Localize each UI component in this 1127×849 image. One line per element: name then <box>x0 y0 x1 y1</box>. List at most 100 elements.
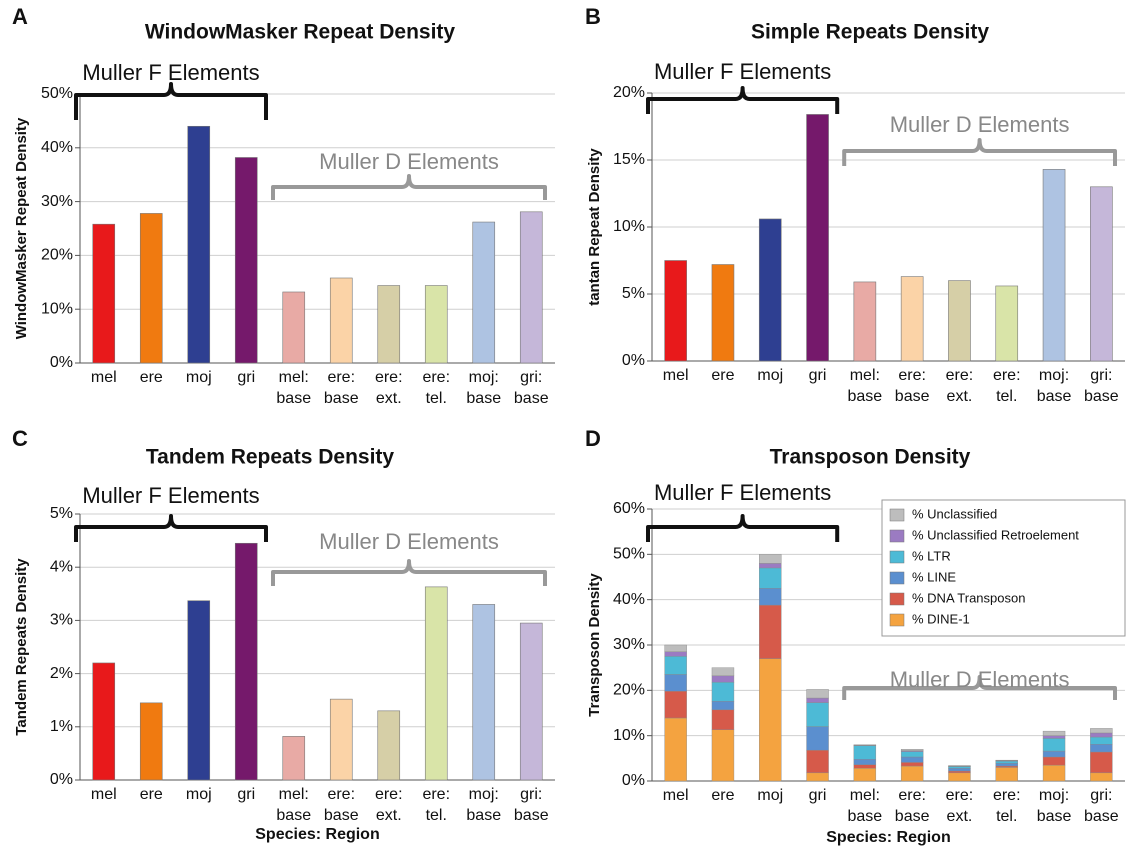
x-tick-label: ere: <box>375 786 403 803</box>
x-tick-label: gri <box>237 786 255 803</box>
bar-segment <box>900 749 924 751</box>
y-tick-label: 50% <box>41 85 73 102</box>
panel: B Simple Repeats Density tantan Repeat Den… <box>585 4 1125 405</box>
panel: A WindowMasker Repeat Density WindowMasker… <box>12 4 555 407</box>
x-tick-label: mel <box>91 786 117 803</box>
legend-swatch <box>889 571 905 585</box>
bar <box>282 736 306 781</box>
bar-segment <box>1090 732 1113 738</box>
bar-segment <box>995 763 1018 767</box>
panel-letter: A <box>12 4 28 29</box>
x-tick-label: base <box>1084 808 1119 825</box>
y-tick-label: 2% <box>50 665 73 682</box>
bar-segment <box>1090 751 1113 774</box>
x-tick-label: base <box>1037 388 1072 405</box>
x-tick-label: mel: <box>279 786 309 803</box>
bar-segment <box>759 588 782 606</box>
bracket <box>646 514 840 542</box>
x-tick-label: tel. <box>426 807 447 824</box>
panel: C Tandem Repeats Density Tandem Repeats De… <box>12 426 555 843</box>
bracket <box>842 138 1117 166</box>
bar-segment <box>853 764 877 769</box>
bar-segment <box>900 765 924 782</box>
bar-segment <box>759 604 782 659</box>
bar <box>187 600 211 781</box>
legend-label: % Unclassified Retroelement <box>912 527 1079 542</box>
x-tick-label: base <box>276 807 311 824</box>
bar-segment <box>853 745 877 760</box>
y-tick-label: 3% <box>50 612 73 629</box>
x-tick-label: tel. <box>996 388 1017 405</box>
x-tick-label: ere <box>711 367 734 384</box>
x-axis-label: Species: Region <box>826 829 950 846</box>
x-tick-label: base <box>276 390 311 407</box>
x-tick-label: mel <box>663 367 689 384</box>
y-tick-label: 4% <box>50 558 73 575</box>
bracket <box>842 675 1117 700</box>
x-tick-label: gri <box>809 787 827 804</box>
bar-segment <box>1090 744 1113 753</box>
bar <box>664 260 687 362</box>
x-tick-label: tel. <box>996 808 1017 825</box>
bar <box>948 280 971 362</box>
annotation: Muller D Elements <box>890 112 1070 137</box>
bar <box>424 586 448 781</box>
panel-letter: D <box>585 426 601 451</box>
bar-segment <box>711 675 735 683</box>
annotation: Muller F Elements <box>654 480 831 505</box>
panel-letter: B <box>585 4 601 29</box>
x-tick-label: ere <box>140 369 163 386</box>
bar-segment <box>759 563 782 569</box>
panel: D Transposon Density Transposon Density Spe… <box>585 426 1126 846</box>
bar-segment <box>948 772 971 782</box>
x-tick-label: ext. <box>376 807 402 824</box>
y-tick-label: 20% <box>613 84 645 101</box>
legend-label: % LINE <box>912 569 956 584</box>
x-tick-label: ere: <box>898 367 926 384</box>
y-tick-label: 15% <box>613 151 645 168</box>
bar-segment <box>711 709 735 730</box>
annotation: Muller D Elements <box>890 667 1070 692</box>
bar-segment <box>1090 736 1113 745</box>
x-tick-label: base <box>324 807 359 824</box>
legend-swatch <box>889 508 905 522</box>
x-tick-label: ere: <box>946 787 974 804</box>
bar-segment <box>711 729 735 782</box>
y-tick-label: 1% <box>50 718 73 735</box>
bar <box>329 698 353 781</box>
x-tick-label: ere <box>711 787 734 804</box>
bar-segment <box>1090 772 1113 782</box>
bar-segment <box>995 765 1018 768</box>
bar-segment <box>711 701 735 711</box>
x-tick-label: gri <box>237 369 255 386</box>
x-tick-label: ere: <box>375 369 403 386</box>
bar-segment <box>759 658 782 782</box>
bar <box>92 662 116 781</box>
chart-title: Simple Repeats Density <box>751 21 989 44</box>
x-tick-label: base <box>1084 388 1119 405</box>
bar-segment <box>1042 764 1066 782</box>
bar-segment <box>853 759 877 765</box>
bar-segment <box>664 656 687 675</box>
bar <box>1042 169 1066 362</box>
x-tick-label: gri: <box>1090 787 1112 804</box>
bar <box>92 223 116 364</box>
legend-box <box>881 499 1126 637</box>
y-tick-label: 0% <box>622 772 645 789</box>
panel-letter: C <box>12 426 28 451</box>
x-tick-label: tel. <box>426 390 447 407</box>
bar <box>377 710 401 781</box>
annotation: Muller D Elements <box>319 149 499 174</box>
bar-segment <box>759 554 782 564</box>
bracket <box>74 82 268 120</box>
y-tick-label: 5% <box>50 505 73 522</box>
bar <box>329 277 353 364</box>
x-tick-label: base <box>466 807 501 824</box>
y-tick-label: 40% <box>41 139 73 156</box>
bracket <box>271 174 547 200</box>
bar <box>1090 186 1113 362</box>
x-tick-label: ere: <box>327 786 355 803</box>
x-tick-label: moj: <box>469 786 499 803</box>
bracket <box>74 514 268 542</box>
